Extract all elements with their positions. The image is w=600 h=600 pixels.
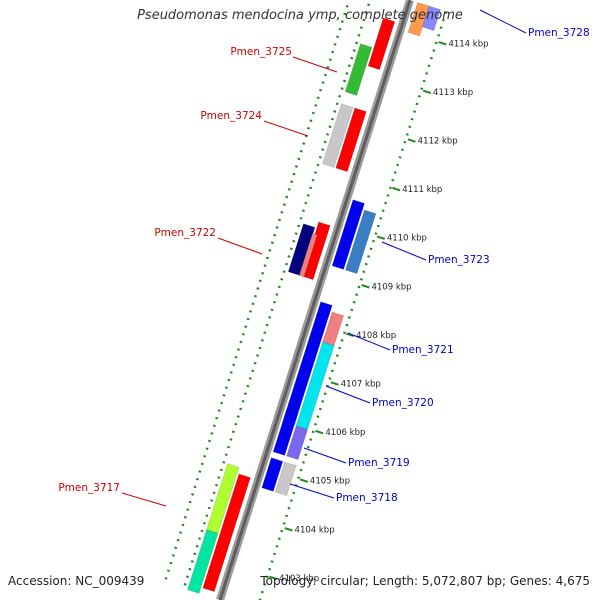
kbp-tick-label: 4112 kbp [418,136,458,146]
gene-label: Pmen_3728 [528,27,590,39]
gene-label-leader [121,492,167,507]
dotted-guides [163,0,448,600]
gene-label-leader [479,9,527,34]
gene-label: Pmen_3717 [58,482,120,494]
guide-right [258,11,448,600]
kbp-tick-mark [376,235,386,240]
gene-feature [272,409,299,456]
kbp-tick-mark [361,284,370,289]
kbp-tick-mark [407,138,416,143]
gene-feature [407,1,430,37]
kbp-tick-mark [284,527,293,532]
gene-label-leader [217,237,263,255]
kbp-ticks: 4114 kbp 4113 kbp 4112 kbp 4111 kbp 4110 kbp… [269,39,489,584]
gene-label: Pmen_3723 [428,254,490,266]
gene-label: Pmen_3720 [372,397,434,409]
genome-backbone [216,0,414,600]
gene-feature [344,43,373,96]
kbp-tick-label: 4105 kbp [310,477,350,487]
gene-feature [367,17,396,71]
kbp-tick-mark [299,478,309,483]
gene-labels: Pmen_3728 Pmen_3725 Pmen_3724 Pmen_3722 Pmen… [58,9,590,507]
gene-label: Pmen_3725 [230,46,292,58]
gene-feature [421,5,442,32]
gene-label-leader [263,120,309,137]
kbp-tick-label: 4107 kbp [341,379,381,389]
gene-label-leader [289,483,335,499]
kbp-tick-mark [330,381,339,386]
gene-label: Pmen_3721 [392,344,454,356]
gene-label: Pmen_3722 [154,227,216,239]
gene-label-leader [292,56,338,73]
kbp-tick-mark [438,41,447,46]
kbp-tick-label: 4106 kbp [325,428,365,438]
kbp-tick-label: 4108 kbp [356,331,396,341]
kbp-tick-mark [345,332,355,338]
kbp-tick-mark [269,575,278,581]
gene-label-leader [303,447,347,464]
gene-label-leader [347,332,391,351]
gene-feature [274,461,297,497]
kbp-tick-label: 4104 kbp [295,525,335,535]
gene-feature [335,107,367,173]
kbp-tick-label: 4114 kbp [448,39,488,49]
kbp-tick-mark [422,89,432,95]
kbp-tick-label: 4103 kbp [279,574,319,584]
gene-label: Pmen_3718 [336,492,398,504]
gene-label: Pmen_3724 [200,110,262,122]
kbp-tick-label: 4110 kbp [387,234,427,244]
guide-left-outer [163,0,351,583]
accession-text: Accession: NC_009439 [8,574,145,588]
gene-feature [321,103,354,168]
gene-feature [298,232,318,278]
genome-title: Pseudomonas mendocina ymp, complete geno… [137,8,463,23]
gene-feature [286,425,309,461]
kbp-tick-label: 4109 kbp [371,282,411,292]
gene-label: Pmen_3719 [348,457,410,469]
gene-feature [187,529,219,594]
topology-text: Topology: circular; Length: 5,072,807 bp… [260,574,590,588]
gene-label-leader [381,241,427,261]
backbone-core [218,0,412,600]
kbp-tick-mark [392,186,401,192]
kbp-tick-label: 4113 kbp [433,88,473,98]
gene-features [187,1,442,594]
gene-feature [344,209,377,275]
gene-feature [331,199,365,270]
guide-left-inner [182,0,372,589]
gene-label-leader [325,385,371,404]
gene-feature [261,457,284,492]
gene-feature [202,473,251,593]
kbp-tick-mark [315,429,324,435]
kbp-tick-label: 4111 kbp [402,185,442,195]
